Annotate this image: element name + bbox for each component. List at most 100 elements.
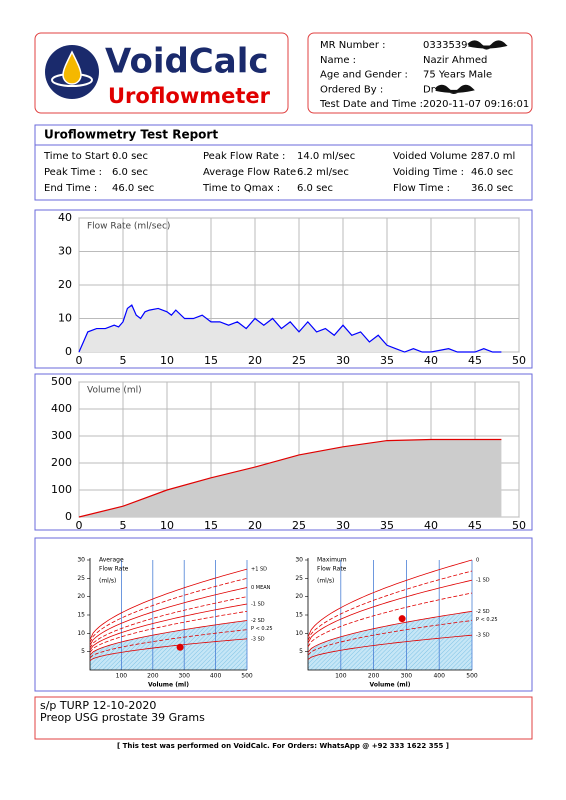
x-tick-label: 40 — [424, 519, 438, 532]
stat-value: 14.0 ml/sec — [297, 151, 355, 162]
x-axis-label: Volume (ml) — [370, 682, 411, 689]
patient-box — [307, 32, 533, 114]
x-tick-label: 200 — [368, 673, 380, 680]
annotation: P < 0.25 — [476, 617, 498, 623]
y-tick-label: 100 — [51, 483, 72, 496]
reference-curve — [89, 577, 248, 643]
area-fill — [79, 305, 502, 352]
info-value: 2020-11-07 09:16:01 — [423, 99, 529, 110]
reference-curve — [89, 620, 248, 656]
stat-label: Flow Time : — [393, 183, 450, 194]
stat-label: Average Flow Rate : — [203, 167, 303, 178]
normal-zone — [90, 620, 247, 670]
note: s/p TURP 12-10-2020 — [40, 699, 156, 712]
product: Uroflowmeter — [108, 84, 271, 108]
x-axis-label: Volume (ml) — [148, 682, 189, 689]
x-tick-label: 0 — [76, 519, 83, 532]
chart-title: (ml/s) — [317, 578, 334, 585]
y-tick-label: 400 — [51, 402, 72, 415]
y-tick-label: 30 — [295, 557, 303, 564]
y-tick-label: 500 — [51, 375, 72, 388]
stat-label: Peak Time : — [44, 167, 102, 178]
x-tick-label: 50 — [512, 354, 526, 367]
x-tick-label: 25 — [292, 519, 306, 532]
info-value: Dr — [423, 84, 436, 95]
x-tick-label: 300 — [178, 673, 190, 680]
x-tick-label: 100 — [335, 673, 347, 680]
x-tick-label: 500 — [241, 673, 253, 680]
reference-curve — [307, 620, 473, 656]
y-tick-label: 200 — [51, 456, 72, 469]
curve-label: -2 SD — [476, 609, 490, 615]
info-value: 75 Years Male — [423, 70, 492, 81]
chart-title: Flow Rate — [317, 566, 347, 573]
reference-curve — [89, 587, 248, 646]
axis-label: Volume (ml) — [87, 386, 142, 396]
notes-box — [34, 696, 533, 740]
x-tick-label: 100 — [116, 673, 128, 680]
x-tick-label: 500 — [466, 673, 478, 680]
axes — [89, 558, 247, 671]
x-tick-label: 30 — [336, 354, 350, 367]
x-tick-label: 45 — [468, 519, 482, 532]
stat-value: 46.0 sec — [112, 183, 154, 194]
redaction — [467, 40, 508, 50]
reference-curve — [89, 638, 248, 661]
brand: VoidCalc — [105, 42, 269, 82]
x-tick-label: 10 — [160, 519, 174, 532]
chart-title: (ml/s) — [99, 578, 116, 585]
info-label: Name : — [320, 55, 356, 66]
x-tick-label: 35 — [380, 354, 394, 367]
y-tick-label: 5 — [299, 648, 303, 655]
info-value: Nazir Ahmed — [423, 55, 487, 66]
stat-label: Time to Start : — [43, 151, 116, 162]
y-tick-label: 40 — [58, 211, 72, 224]
stat-value: 46.0 sec — [471, 167, 513, 178]
x-tick-label: 15 — [204, 354, 218, 367]
stat-value: 0.0 sec — [112, 151, 148, 162]
x-tick-label: 400 — [433, 673, 445, 680]
reference-curve — [307, 634, 473, 660]
info-label: Ordered By : — [320, 84, 383, 95]
y-tick-label: 20 — [295, 593, 303, 600]
x-tick-label: 10 — [160, 354, 174, 367]
y-tick-label: 10 — [77, 630, 85, 637]
x-tick-label: 25 — [292, 354, 306, 367]
logo-box — [34, 32, 289, 114]
x-tick-label: 400 — [210, 673, 222, 680]
y-tick-label: 300 — [51, 429, 72, 442]
data-line — [78, 304, 502, 353]
chart-title: Flow Rate — [99, 566, 129, 573]
reference-curve — [307, 570, 473, 641]
area-fill — [79, 439, 502, 517]
x-tick-label: 30 — [336, 519, 350, 532]
reference-curve — [307, 579, 473, 644]
stat-label: Time to Qmax : — [202, 183, 280, 194]
stat-value: 287.0 ml — [471, 151, 515, 162]
stat-value: 36.0 sec — [471, 183, 513, 194]
y-tick-label: 25 — [295, 575, 303, 582]
y-tick-label: 5 — [81, 648, 85, 655]
x-tick-label: 35 — [380, 519, 394, 532]
x-tick-label: 50 — [512, 519, 526, 532]
info-label: Age and Gender : — [320, 70, 408, 81]
reference-curve — [307, 610, 473, 653]
info-label: MR Number : — [320, 40, 385, 51]
reference-curve — [89, 603, 248, 651]
reference-curve — [89, 568, 248, 640]
y-tick-label: 10 — [295, 630, 303, 637]
axis-label: Flow Rate (ml/sec) — [87, 222, 170, 232]
x-tick-label: 300 — [401, 673, 413, 680]
data-line — [78, 438, 502, 518]
curve-label: -1 SD — [251, 602, 265, 608]
reference-curve — [89, 596, 248, 649]
y-tick-label: 20 — [58, 278, 72, 291]
footer: [ This test was performed on VoidCalc. F… — [117, 742, 449, 750]
stat-value: 6.2 ml/sec — [297, 167, 349, 178]
stat-label: Peak Flow Rate : — [203, 151, 285, 162]
y-tick-label: 0 — [65, 345, 72, 358]
report-title: Uroflowmetry Test Report — [44, 128, 218, 142]
x-tick-label: 20 — [248, 519, 262, 532]
